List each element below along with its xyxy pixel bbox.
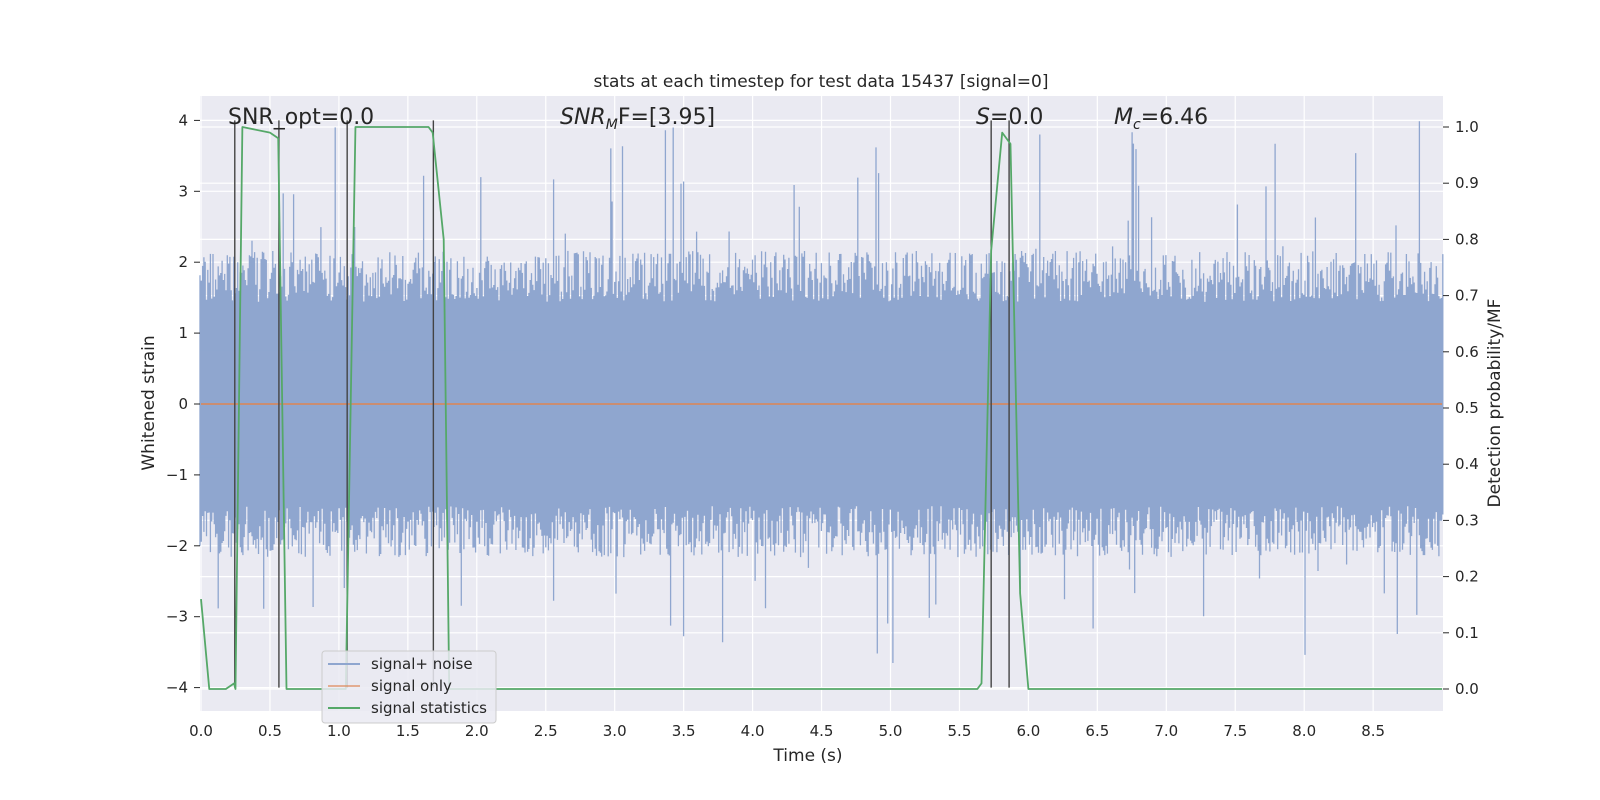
y2-tick-label: 0.8 (1455, 230, 1479, 248)
series-signal-statistics (200, 126, 1443, 690)
annotation-mc-rest: =6.46 (1141, 105, 1208, 130)
y-tick-label: −3 (166, 608, 188, 626)
x-tick-label: 7.0 (1154, 722, 1178, 740)
y2-tick-label: 0.5 (1455, 399, 1479, 417)
x-tick-label: 2.0 (465, 722, 489, 740)
x-tick-label: 4.5 (810, 722, 834, 740)
y2-axis-label: Detection probability/MF (1485, 299, 1505, 508)
y-tick-label: 3 (178, 182, 188, 200)
chart-title: stats at each timestep for test data 154… (594, 72, 1049, 92)
y2-tick-label: 0.7 (1455, 287, 1479, 305)
legend-box (321, 650, 497, 724)
legend-label-signal-only: signal only (371, 677, 452, 695)
y2-tick-label: 0.6 (1455, 343, 1479, 361)
y-tick-label: 2 (178, 253, 188, 271)
annotation-mc-sub: c (1133, 117, 1141, 133)
x-tick-label: 3.0 (603, 722, 627, 740)
y-tick-label: 4 (178, 111, 188, 129)
legend-label-signal-statistics: signal statistics (371, 699, 487, 717)
x-tick-label: 1.0 (327, 722, 351, 740)
x-tick-label: 7.5 (1223, 722, 1247, 740)
y2-tick-label: 1.0 (1455, 118, 1479, 136)
y-tick-label: −1 (166, 466, 188, 484)
x-tick-label: 6.5 (1085, 722, 1109, 740)
annotation-mc: Mc=6.46 (1114, 105, 1208, 133)
y2-tick-label: 0.1 (1455, 624, 1479, 642)
legend: signal+ noise signal only signal statist… (321, 650, 497, 724)
y-tick-label: −4 (166, 679, 188, 697)
x-tick-label: 0.5 (258, 722, 282, 740)
annotation-s-rest: =0.0 (990, 105, 1043, 130)
y-tick-label: −2 (166, 537, 188, 555)
annotation-s-main: S (976, 105, 990, 130)
annotation-snr-opt: SNR_opt=0.0 (228, 105, 374, 130)
x-axis-label: Time (s) (772, 746, 842, 766)
annotation-mc-main: M (1114, 105, 1133, 130)
x-tick-label: 1.5 (396, 722, 420, 740)
x-tick-label: 6.0 (1016, 722, 1040, 740)
x-tick-label: 8.0 (1292, 722, 1316, 740)
y-axis-ticks: 4 3 2 1 0 −1 −2 −3 −4 (166, 111, 200, 697)
annotation-snr-mf: SNRMF=[3.95] (560, 105, 715, 133)
x-tick-label: 5.5 (948, 722, 972, 740)
x-tick-label: 5.0 (879, 722, 903, 740)
y-tick-label: 0 (178, 395, 188, 413)
annotation-snr-mf-sub: M (606, 117, 618, 133)
annotation-snr-mf-rest: F=[3.95] (618, 105, 715, 130)
x-tick-label: 2.5 (534, 722, 558, 740)
y2-tick-label: 0.2 (1455, 568, 1479, 586)
y2-tick-label: 0.3 (1455, 511, 1479, 529)
legend-label-signal-noise: signal+ noise (371, 655, 473, 673)
y2-tick-label: 0.0 (1455, 680, 1479, 698)
y2-axis-ticks: 1.0 0.9 0.8 0.7 0.6 0.5 0.4 0.3 0.2 0.1 0.0 (1443, 118, 1479, 698)
x-tick-label: 0.0 (189, 722, 213, 740)
y2-tick-label: 0.4 (1455, 455, 1479, 473)
signal-statistics-line (200, 126, 1443, 690)
x-tick-label: 4.0 (741, 722, 765, 740)
annotation-snr-mf-main: SNR (560, 105, 606, 130)
y2-tick-label: 0.9 (1455, 174, 1479, 192)
x-tick-label: 8.5 (1361, 722, 1385, 740)
annotation-s: S=0.0 (976, 105, 1043, 130)
y-axis-label: Whitened strain (139, 335, 159, 470)
x-tick-label: 3.5 (672, 722, 696, 740)
y-tick-label: 1 (178, 324, 188, 342)
x-axis-ticks: 0.0 0.5 1.0 1.5 2.0 2.5 3.0 3.5 4.0 4.5 5.0 5.5 6.0 6… (189, 722, 1385, 740)
